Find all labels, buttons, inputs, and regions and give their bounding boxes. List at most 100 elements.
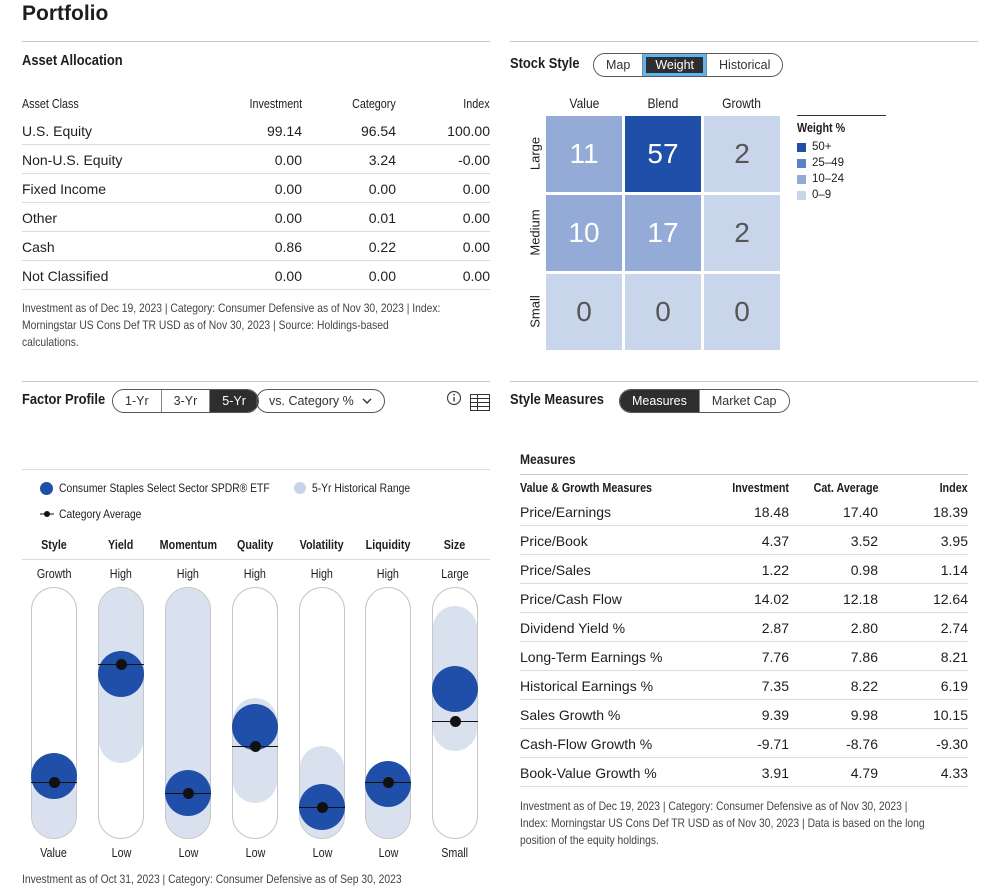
table-row: Sales Growth % 9.39 9.98 10.15 — [520, 700, 968, 729]
table-row: Other 0.00 0.01 0.00 — [22, 203, 490, 232]
fund-dot — [98, 651, 144, 698]
style-box-cell: 2 — [704, 195, 780, 271]
measure-value: 8.21 — [940, 649, 968, 665]
dropdown-label: vs. Category % — [269, 394, 354, 408]
factor-name: Style — [41, 538, 67, 552]
toggle-map[interactable]: Map — [594, 54, 643, 76]
factor-bottom-label: Small — [441, 846, 469, 860]
legend-fund: Consumer Staples Select Sector SPDR® ETF — [40, 481, 304, 495]
style-box-cell: 0 — [625, 274, 701, 350]
factor-bottom-label: Value — [40, 846, 68, 860]
factor-top-label: High — [109, 567, 133, 581]
asset-class-value: 3.24 — [368, 152, 396, 168]
style-box-cell: 11 — [546, 116, 622, 192]
asset-class-name: Not Classified — [22, 268, 109, 284]
factor-top-label: Growth — [36, 567, 72, 581]
measure-name: Dividend Yield % — [520, 620, 626, 636]
legend-swatch — [797, 190, 806, 200]
factor-bottom-label: Low — [178, 846, 198, 860]
category-average-dot — [382, 777, 394, 789]
legend-swatch — [797, 174, 806, 184]
factor-top-label: Large — [441, 567, 469, 581]
asset-class-value: 0.86 — [274, 239, 302, 255]
measure-value: 2.74 — [940, 620, 968, 636]
toggle-historical[interactable]: Historical — [706, 54, 783, 76]
style-box-cell: 0 — [704, 274, 780, 350]
measure-value: 8.22 — [850, 678, 878, 694]
divider — [22, 381, 490, 382]
info-icon[interactable] — [446, 390, 462, 406]
table-row: Dividend Yield % 2.87 2.80 2.74 — [520, 613, 968, 642]
measure-value: 3.95 — [940, 533, 968, 549]
period-3yr[interactable]: 3-Yr — [160, 390, 210, 412]
measure-value: 3.91 — [761, 765, 789, 781]
toggle-market-cap[interactable]: Market Cap — [698, 390, 789, 412]
factor-bottom-label: Low — [378, 846, 398, 860]
style-measures-title: Style Measures — [510, 391, 604, 408]
asset-class-value: 0.00 — [462, 268, 490, 284]
asset-class-value: 99.14 — [266, 123, 302, 139]
asset-class-name: Non-U.S. Equity — [22, 152, 123, 168]
measure-value: 4.33 — [940, 765, 968, 781]
style-box-cell: 17 — [625, 195, 701, 271]
style-row-small: Small — [527, 295, 543, 328]
page-title: Portfolio — [22, 2, 109, 25]
table-row: Price/Earnings 18.48 17.40 18.39 — [520, 497, 968, 526]
style-measures-note: Investment as of Dec 19, 2023 | Category… — [520, 799, 925, 847]
factor-track — [31, 587, 77, 839]
legend-item: 0–9 — [797, 189, 831, 201]
stock-style-toggle: Map Weight Historical — [593, 53, 784, 77]
measure-value: 14.02 — [753, 591, 789, 607]
range-dot-icon — [294, 482, 306, 494]
measure-name: Long-Term Earnings % — [520, 649, 663, 665]
period-5yr[interactable]: 5-Yr — [209, 390, 258, 412]
asset-allocation-note: Investment as of Dec 19, 2023 | Category… — [22, 301, 441, 349]
factor-profile-title: Factor Profile — [22, 391, 106, 408]
legend-label: 25–49 — [812, 157, 844, 169]
stock-style-title: Stock Style — [510, 55, 580, 72]
table-row: U.S. Equity 99.14 96.54 100.00 — [22, 116, 490, 145]
asset-class-value: 0.00 — [274, 210, 302, 226]
asset-allocation-title: Asset Allocation — [22, 52, 123, 69]
measures-subtitle: Measures — [520, 451, 576, 467]
factor-top-label: High — [243, 567, 267, 581]
sm-header-index: Index — [939, 481, 968, 495]
toggle-measures[interactable]: Measures — [620, 390, 699, 412]
divider — [22, 469, 490, 470]
comparison-dropdown[interactable]: vs. Category % — [256, 389, 385, 413]
factor-track — [432, 587, 478, 839]
category-average-dot — [449, 716, 461, 728]
table-view-icon[interactable] — [470, 394, 490, 412]
measure-value: 7.76 — [761, 649, 789, 665]
fund-dot — [432, 665, 478, 712]
measure-value: 17.40 — [842, 504, 878, 520]
divider — [510, 381, 978, 382]
style-col-blend: Blend — [647, 95, 679, 111]
asset-class-name: Cash — [22, 239, 55, 255]
legend-label: 10–24 — [812, 173, 844, 185]
toggle-weight[interactable]: Weight — [642, 54, 707, 76]
measure-name: Sales Growth % — [520, 707, 621, 723]
period-1yr[interactable]: 1-Yr — [113, 390, 161, 412]
style-col-value: Value — [569, 95, 599, 111]
sm-header-measure: Value & Growth Measures — [520, 481, 653, 495]
table-row: Price/Sales 1.22 0.98 1.14 — [520, 555, 968, 584]
style-box-cell: 57 — [625, 116, 701, 192]
measure-value: 0.98 — [850, 562, 878, 578]
legend-title: Weight % — [797, 121, 846, 135]
factor-name: Liquidity — [365, 538, 411, 552]
divider — [520, 474, 968, 475]
measure-value: 4.79 — [850, 765, 878, 781]
legend-label: 0–9 — [812, 189, 832, 201]
table-row: Book-Value Growth % 3.91 4.79 4.33 — [520, 758, 968, 787]
asset-class-value: 100.00 — [447, 123, 490, 139]
asset-class-name: Fixed Income — [22, 181, 107, 197]
measure-value: 2.87 — [761, 620, 789, 636]
measure-value: 18.39 — [932, 504, 968, 520]
factor-top-label: High — [310, 567, 334, 581]
factor-name: Quality — [236, 538, 274, 552]
fund-dot-icon — [40, 481, 53, 495]
asset-class-value: 0.00 — [368, 181, 396, 197]
measure-value: 1.22 — [761, 562, 789, 578]
measure-value: 9.39 — [761, 707, 789, 723]
